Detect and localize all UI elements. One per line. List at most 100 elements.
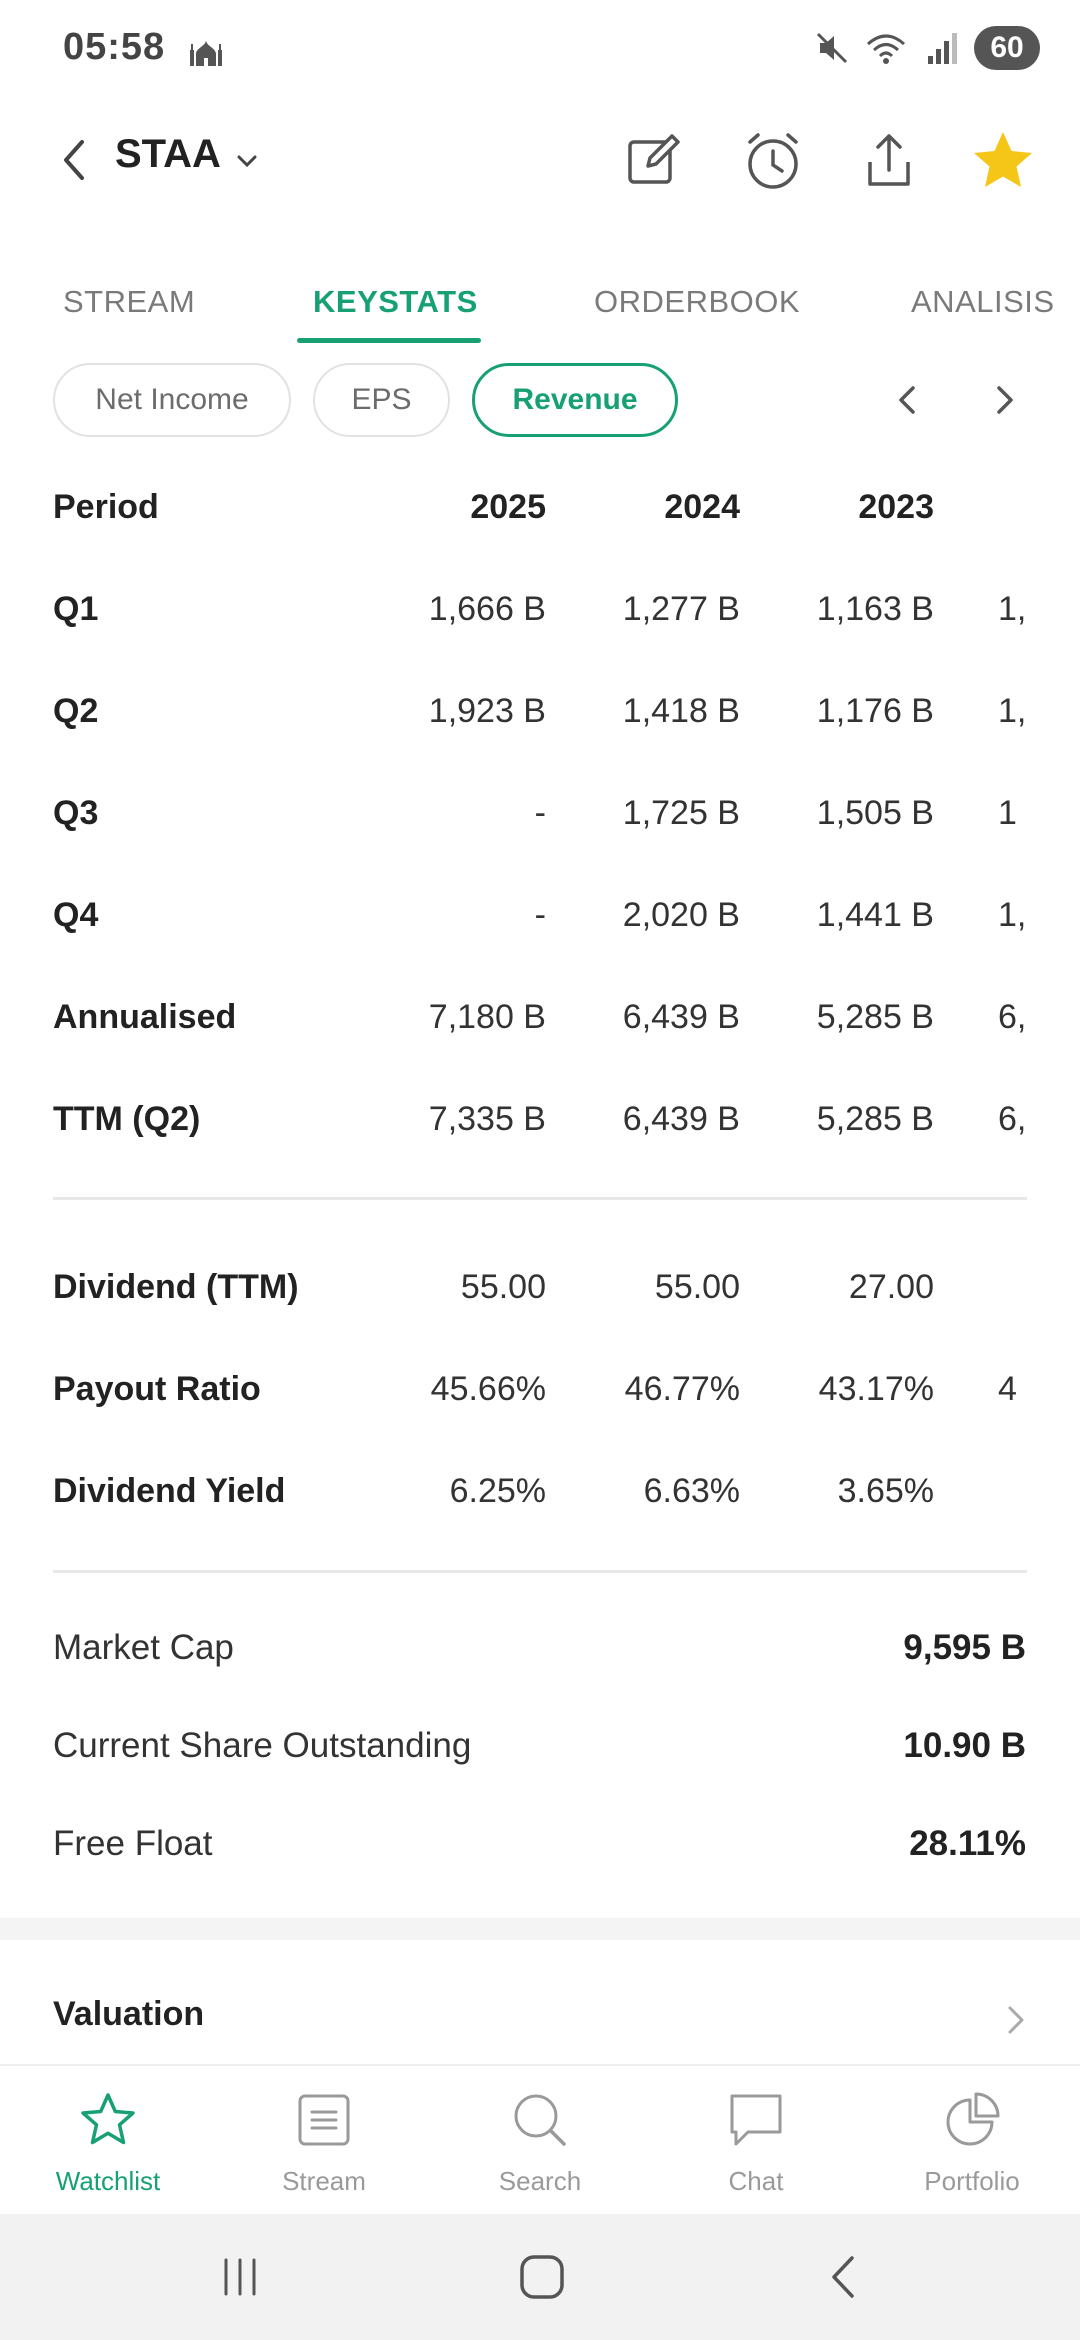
nav-label: Stream [282, 2166, 366, 2196]
nav-portfolio[interactable]: Portfolio [864, 2066, 1080, 2216]
table-cell: 5,285 B [816, 998, 934, 1036]
table-cell: 1,505 B [816, 794, 934, 832]
table-cell: 1,666 B [428, 590, 546, 628]
table-cell: 1,441 B [816, 896, 934, 934]
table-cell: 1, [998, 896, 1027, 934]
table-cell: 27.00 [848, 1268, 934, 1306]
year-header: 2023 [858, 488, 934, 526]
alarm-icon[interactable] [738, 126, 808, 196]
row-label: Payout Ratio [53, 1370, 261, 1408]
tab-keystats[interactable]: KEYSTATS [313, 284, 478, 319]
table-row: Q2 1,923 B 1,418 B 1,176 B 1, [0, 682, 1080, 742]
chat-icon [730, 2094, 782, 2146]
stock-header: STAA [0, 110, 1080, 210]
table-cell: 1, [998, 692, 1027, 730]
tab-orderbook[interactable]: ORDERBOOK [594, 284, 801, 319]
table-cell: 6,439 B [622, 998, 740, 1036]
system-navigation-bar [0, 2214, 1080, 2340]
table-cell: 7,180 B [428, 998, 546, 1036]
table-cell: 1,418 B [622, 692, 740, 730]
table-cell: 1,163 B [816, 590, 934, 628]
table-cell: 7,335 B [428, 1100, 546, 1138]
chevron-left-icon[interactable] [886, 378, 930, 422]
table-row: Dividend (TTM) 55.00 55.00 27.00 [0, 1258, 1080, 1318]
table-row: Payout Ratio 45.66% 46.77% 43.17% 4 [0, 1360, 1080, 1420]
table-cell: 4 [998, 1370, 1017, 1408]
nav-label: Chat [728, 2166, 784, 2196]
free-float-label: Free Float [53, 1824, 213, 1863]
home-icon[interactable] [512, 2252, 572, 2302]
chip-revenue[interactable]: Revenue [472, 363, 678, 437]
table-cell: 2,020 B [622, 896, 740, 934]
nav-label: Search [498, 2166, 582, 2196]
nav-label: Watchlist [55, 2166, 161, 2196]
valuation-section-title[interactable]: Valuation [53, 1995, 205, 2033]
tab-analisis[interactable]: ANALISIS [911, 284, 1055, 319]
battery-indicator: 60 [974, 26, 1040, 70]
bottom-navigation: Watchlist Stream Search Chat Portfolio [0, 2064, 1080, 2214]
status-bar: 05:58 60 [0, 0, 1080, 100]
summary-row: Current Share Outstanding 10.90 B [0, 1716, 1080, 1776]
share-icon[interactable] [854, 126, 924, 196]
period-header: Period [53, 488, 159, 526]
row-label: Q4 [53, 896, 99, 934]
table-cell: 6,439 B [622, 1100, 740, 1138]
wifi-icon [867, 34, 905, 64]
year-header: 2024 [664, 488, 740, 526]
summary-row: Free Float 28.11% [0, 1814, 1080, 1874]
row-label: Q3 [53, 794, 99, 832]
star-favorite-icon[interactable] [968, 126, 1038, 196]
signal-icon [928, 33, 957, 64]
table-row: Annualised 7,180 B 6,439 B 5,285 B 6, [0, 988, 1080, 1048]
chevron-down-icon[interactable] [232, 146, 262, 176]
nav-watchlist[interactable]: Watchlist [0, 2066, 216, 2216]
table-cell: 1,923 B [428, 692, 546, 730]
table-cell: 3.65% [837, 1472, 934, 1510]
pie-chart-icon [946, 2092, 1000, 2146]
summary-row: Market Cap 9,595 B [0, 1618, 1080, 1678]
section-separator [0, 1918, 1080, 1940]
row-label: TTM (Q2) [53, 1100, 201, 1138]
table-row: TTM (Q2) 7,335 B 6,439 B 5,285 B 6, [0, 1090, 1080, 1150]
table-row: Q1 1,666 B 1,277 B 1,163 B 1, [0, 580, 1080, 640]
table-cell: 1, [998, 590, 1027, 628]
row-label: Annualised [53, 998, 237, 1036]
nav-stream[interactable]: Stream [216, 2066, 432, 2216]
mute-icon [816, 32, 848, 64]
market-cap-value: 9,595 B [903, 1628, 1026, 1667]
year-header: 2025 [470, 488, 546, 526]
table-cell: 6, [998, 998, 1027, 1036]
tab-bar: STREAM KEYSTATS ORDERBOOK ANALISIS [0, 262, 1080, 344]
chevron-right-icon[interactable] [1000, 2002, 1030, 2038]
chip-net-income[interactable]: Net Income [53, 363, 291, 437]
shares-outstanding-value: 10.90 B [903, 1726, 1026, 1765]
star-icon [81, 2093, 135, 2145]
tab-stream[interactable]: STREAM [63, 284, 196, 319]
nav-chat[interactable]: Chat [648, 2066, 864, 2216]
stream-icon [298, 2094, 350, 2146]
free-float-value: 28.11% [909, 1824, 1026, 1863]
table-cell: 5,285 B [816, 1100, 934, 1138]
edit-icon[interactable] [618, 126, 688, 196]
nav-search[interactable]: Search [432, 2066, 648, 2216]
table-header-row: Period 2025 2024 2023 [0, 478, 1080, 538]
row-label: Q1 [53, 590, 99, 628]
ticker-title[interactable]: STAA [115, 132, 221, 176]
table-cell: 1,725 B [622, 794, 740, 832]
table-row: Dividend Yield 6.25% 6.63% 3.65% [0, 1462, 1080, 1522]
recent-apps-icon[interactable] [210, 2252, 270, 2302]
table-cell: 1 [998, 794, 1017, 832]
table-cell: 45.66% [430, 1370, 546, 1408]
chip-eps[interactable]: EPS [313, 363, 450, 437]
table-cell: - [534, 896, 546, 934]
search-icon [514, 2094, 566, 2146]
system-back-icon[interactable] [814, 2252, 874, 2302]
table-cell: 55.00 [654, 1268, 740, 1306]
table-row: Q3 - 1,725 B 1,505 B 1 [0, 784, 1080, 844]
back-arrow-icon[interactable] [50, 130, 100, 190]
table-cell: 6.25% [449, 1472, 546, 1510]
status-icons: 60 [814, 26, 1040, 70]
table-row: Q4 - 2,020 B 1,441 B 1, [0, 886, 1080, 946]
status-time: 05:58 [63, 26, 166, 68]
chevron-right-icon[interactable] [982, 378, 1026, 422]
